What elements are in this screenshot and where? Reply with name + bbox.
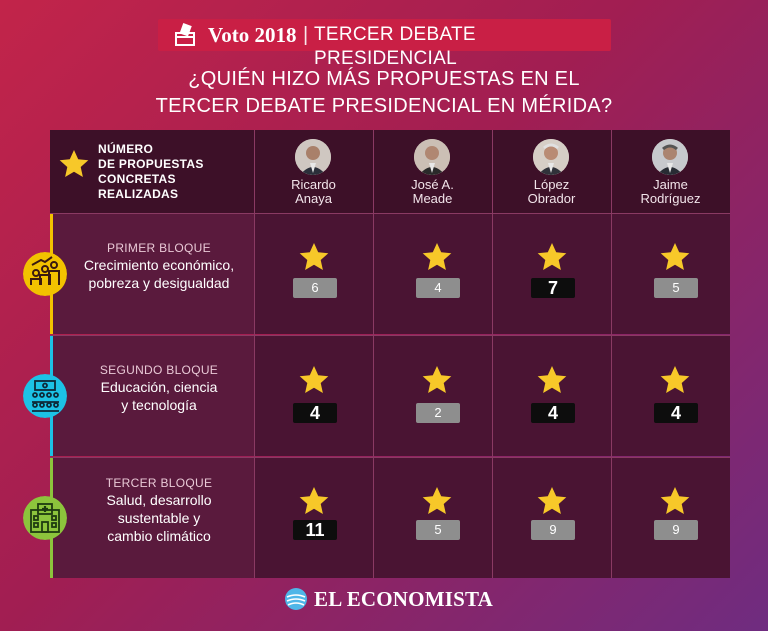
page-title: ¿QUIÉN HIZO MÁS PROPUESTAS EN EL TERCER … bbox=[0, 66, 768, 120]
star-icon bbox=[299, 243, 329, 270]
value-badge-rodriguez: 4 bbox=[654, 403, 698, 423]
row-label-cell bbox=[50, 458, 254, 578]
candidate-photo bbox=[533, 139, 569, 175]
value-badge-anaya: 11 bbox=[293, 520, 337, 540]
block-topic: y tecnología bbox=[121, 397, 197, 413]
growth-people-icon bbox=[23, 252, 67, 296]
block-topic: Crecimiento económico, bbox=[83, 257, 235, 273]
value-badge-anaya: 6 bbox=[293, 278, 337, 298]
star-icon bbox=[422, 487, 452, 514]
star-icon bbox=[299, 487, 329, 514]
block-topic: cambio climático bbox=[107, 528, 211, 544]
value-badge-meade: 4 bbox=[416, 278, 460, 298]
grid-line bbox=[492, 130, 493, 578]
candidate-header-obrador: López Obrador bbox=[492, 130, 611, 213]
candidate-name: López Obrador bbox=[492, 178, 611, 206]
legend-line: REALIZADAS bbox=[98, 187, 179, 201]
candidate-first-name: Ricardo bbox=[291, 177, 336, 192]
row-label-cell bbox=[50, 336, 254, 456]
candidate-header-anaya: Ricardo Anaya bbox=[254, 130, 373, 213]
row-label-cell bbox=[50, 214, 254, 334]
block-tag: SEGUNDO BLOQUE bbox=[99, 363, 219, 377]
header-separator: | bbox=[303, 24, 309, 46]
block-topic: Salud, desarrollo bbox=[106, 492, 212, 508]
block-topic: pobreza y desigualdad bbox=[88, 275, 230, 291]
grid-line bbox=[50, 213, 730, 214]
value-badge-obrador: 4 bbox=[531, 403, 575, 423]
grid-line bbox=[611, 130, 612, 578]
star-icon bbox=[422, 366, 452, 393]
block-tag: PRIMER BLOQUE bbox=[107, 241, 211, 255]
value-badge-obrador: 7 bbox=[531, 278, 575, 298]
grid-line bbox=[50, 457, 730, 458]
candidate-header-rodriguez: Jaime Rodríguez bbox=[611, 130, 730, 213]
value-badge-meade: 5 bbox=[416, 520, 460, 540]
header-banner: Voto 2018 | TERCER DEBATE PRESIDENCIAL bbox=[158, 19, 611, 69]
block-topic: sustentable y bbox=[117, 510, 201, 526]
footer-logo: EL ECONOMISTA bbox=[284, 585, 493, 613]
block-label: PRIMER BLOQUE Crecimiento económico, pob… bbox=[64, 241, 254, 292]
star-icon bbox=[537, 487, 567, 514]
brand-title: Voto 2018 bbox=[208, 23, 297, 47]
legend-line: NÚMERO bbox=[98, 142, 154, 156]
ballot-box-icon bbox=[175, 22, 195, 46]
candidate-last-name: Meade bbox=[412, 191, 453, 206]
candidate-first-name: José A. bbox=[411, 177, 454, 192]
legend-line: CONCRETAS bbox=[98, 172, 176, 186]
candidate-last-name: Obrador bbox=[527, 191, 576, 206]
globe-logo-icon bbox=[285, 588, 307, 610]
candidate-header-meade: José A. Meade bbox=[373, 130, 492, 213]
candidate-last-name: Rodríguez bbox=[640, 191, 701, 206]
legend-line: DE PROPUESTAS bbox=[98, 157, 204, 171]
candidate-name: Ricardo Anaya bbox=[254, 178, 373, 206]
candidate-photo bbox=[414, 139, 450, 175]
star-icon bbox=[660, 243, 690, 270]
proposals-table: NÚMERO DE PROPUESTAS CONCRETAS REALIZADA… bbox=[23, 130, 730, 578]
value-badge-rodriguez: 9 bbox=[654, 520, 698, 540]
star-icon bbox=[537, 243, 567, 270]
block-topic: Educación, ciencia bbox=[100, 379, 218, 395]
candidate-name: Jaime Rodríguez bbox=[611, 178, 730, 206]
star-icon bbox=[422, 243, 452, 270]
table-header bbox=[50, 130, 730, 213]
value-badge-anaya: 4 bbox=[293, 403, 337, 423]
header-subtitle: TERCER DEBATE PRESIDENCIAL bbox=[314, 24, 476, 69]
grid-line bbox=[50, 335, 730, 336]
hospital-icon bbox=[23, 496, 67, 540]
candidate-name: José A. Meade bbox=[373, 178, 492, 206]
value-badge-rodriguez: 5 bbox=[654, 278, 698, 298]
star-icon bbox=[660, 366, 690, 393]
star-icon bbox=[299, 366, 329, 393]
grid-line bbox=[373, 130, 374, 578]
legend-text: NÚMERO DE PROPUESTAS CONCRETAS REALIZADA… bbox=[98, 142, 204, 202]
value-badge-obrador: 9 bbox=[531, 520, 575, 540]
block-label: SEGUNDO BLOQUE Educación, ciencia y tecn… bbox=[64, 363, 254, 414]
star-icon bbox=[660, 487, 690, 514]
value-badge-meade: 2 bbox=[416, 403, 460, 423]
classroom-icon bbox=[23, 374, 67, 418]
grid-line bbox=[254, 130, 255, 578]
block-tag: TERCER BLOQUE bbox=[105, 476, 213, 490]
title-line-2: TERCER DEBATE PRESIDENCIAL EN MÉRIDA? bbox=[155, 95, 613, 117]
block-label: TERCER BLOQUE Salud, desarrollo sustenta… bbox=[64, 476, 254, 545]
star-icon bbox=[537, 366, 567, 393]
candidate-first-name: Jaime bbox=[653, 177, 688, 192]
candidate-first-name: López bbox=[533, 177, 570, 192]
star-icon bbox=[59, 150, 89, 177]
footer-brand: EL ECONOMISTA bbox=[314, 586, 493, 611]
candidate-photo bbox=[295, 139, 331, 175]
candidate-photo bbox=[652, 139, 688, 175]
candidate-last-name: Anaya bbox=[295, 191, 332, 206]
title-line-1: ¿QUIÉN HIZO MÁS PROPUESTAS EN EL bbox=[188, 68, 580, 90]
